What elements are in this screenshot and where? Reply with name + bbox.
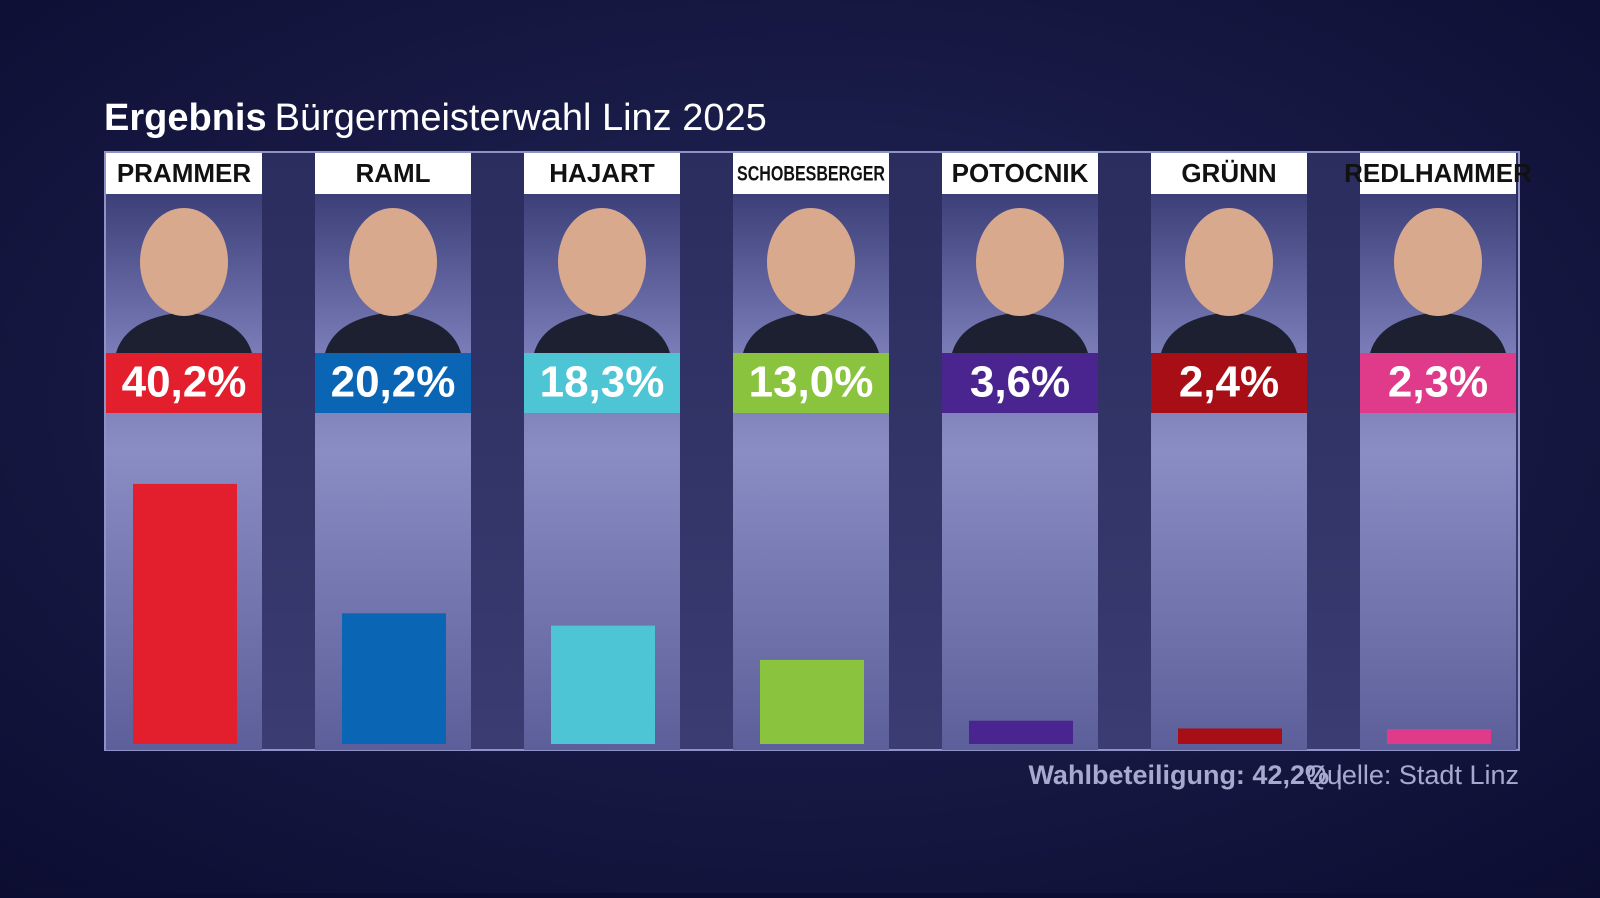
portrait-body — [1370, 312, 1506, 353]
value-box — [524, 353, 680, 413]
name-box — [524, 153, 680, 194]
name-box — [1360, 153, 1516, 194]
value-label: 2,4% — [1179, 358, 1279, 407]
candidate-name: HAJART — [549, 158, 655, 188]
portrait-head — [140, 208, 228, 316]
portrait-body — [325, 312, 461, 353]
portrait-head — [767, 208, 855, 316]
value-box — [733, 353, 889, 413]
source-note: Quelle: Stadt Linz — [1306, 760, 1519, 790]
portrait-head — [558, 208, 646, 316]
portrait-body — [952, 312, 1088, 353]
value-box — [315, 353, 471, 413]
separator: | — [1336, 760, 1343, 790]
portrait-head — [349, 208, 437, 316]
portrait-body — [743, 312, 879, 353]
portrait-head — [1185, 208, 1273, 316]
candidate-name: GRÜNN — [1181, 158, 1276, 188]
candidate-name: POTOCNIK — [952, 158, 1089, 188]
title-bold: Ergebnis — [104, 97, 267, 139]
value-label: 18,3% — [540, 358, 665, 407]
bar — [551, 625, 655, 744]
value-label: 3,6% — [970, 358, 1070, 407]
portrait-body — [116, 312, 252, 353]
value-box — [1151, 353, 1307, 413]
candidate-name: RAML — [355, 158, 430, 188]
value-label: 2,3% — [1388, 358, 1488, 407]
bar — [1178, 728, 1282, 744]
title: Ergebnis Bürgermeisterwahl Linz 2025 — [104, 97, 767, 139]
value-label: 20,2% — [331, 358, 456, 407]
bar — [969, 720, 1073, 744]
candidate-name: REDLHAMMER — [1344, 158, 1532, 188]
value-label: 40,2% — [122, 358, 247, 407]
portrait-body — [534, 312, 670, 353]
columns: PRAMMER 40,2% RAML 20,2% HAJART 18,3% SCHOBESB… — [106, 153, 1532, 750]
name-box — [106, 153, 262, 194]
value-label: 13,0% — [749, 358, 874, 407]
value-box — [942, 353, 1098, 413]
value-box — [106, 353, 262, 413]
candidate-name: SCHOBESBERGER — [737, 163, 885, 186]
name-box — [1151, 153, 1307, 194]
portrait-body — [1161, 312, 1297, 353]
bar — [1387, 729, 1491, 744]
portrait-head — [976, 208, 1064, 316]
name-box — [315, 153, 471, 194]
value-box — [1360, 353, 1516, 413]
portrait-head — [1394, 208, 1482, 316]
name-box — [733, 153, 889, 194]
bar — [133, 483, 237, 744]
title-rest: Bürgermeisterwahl Linz 2025 — [275, 97, 767, 139]
bar — [760, 659, 864, 744]
turnout-note: Wahlbeteiligung: 42,2% — [1028, 760, 1329, 790]
candidate-name: PRAMMER — [117, 158, 252, 188]
bar — [342, 613, 446, 744]
name-box — [942, 153, 1098, 194]
